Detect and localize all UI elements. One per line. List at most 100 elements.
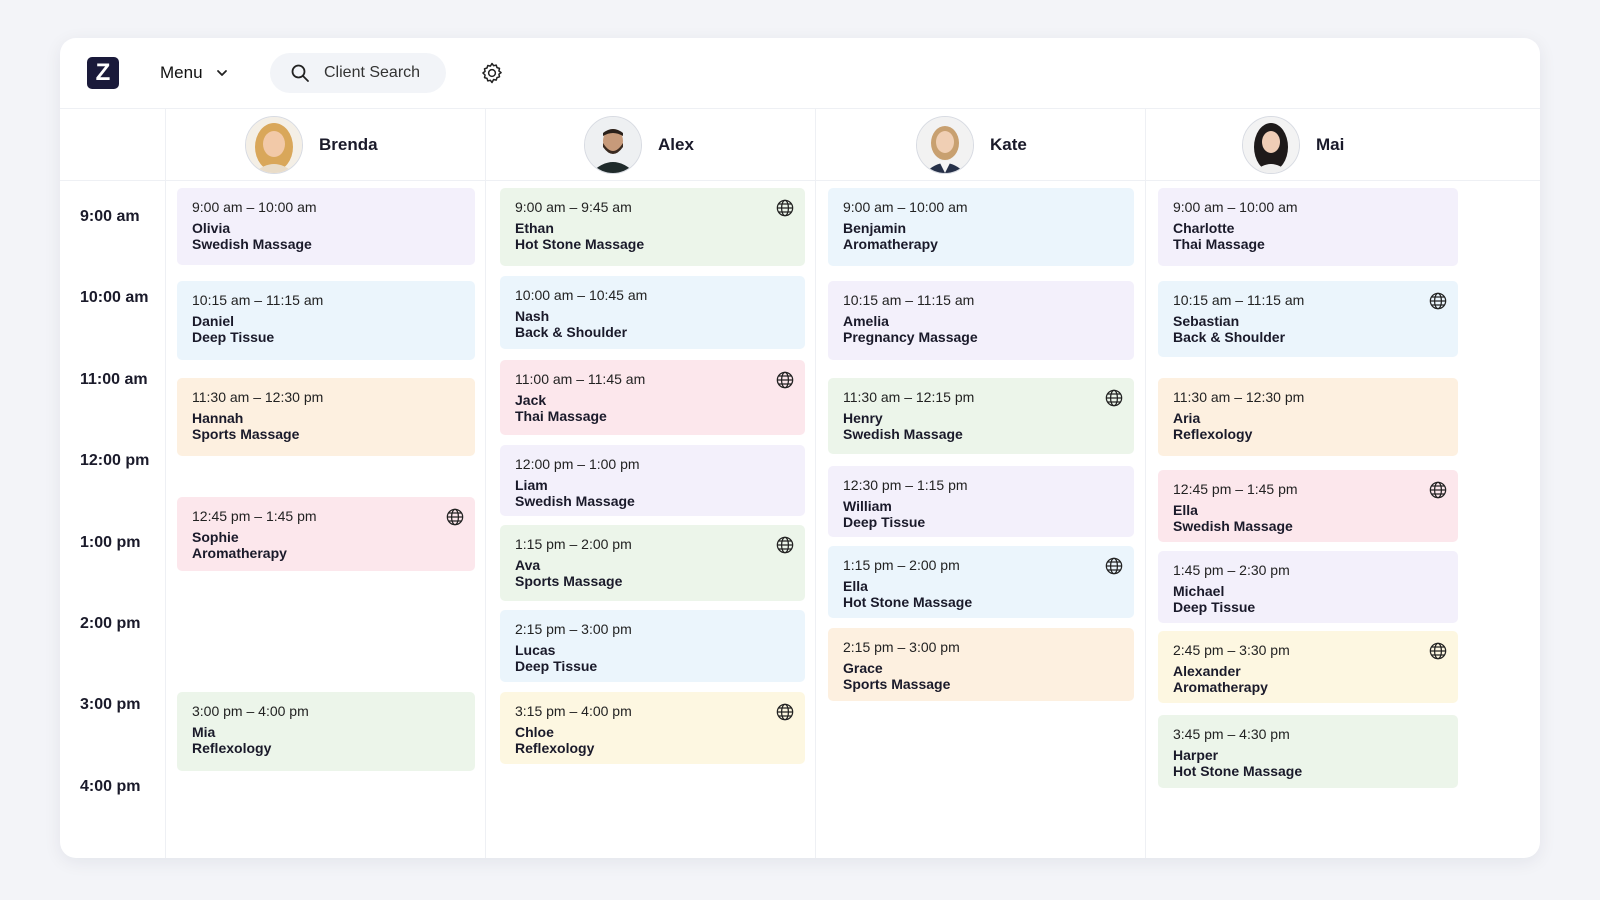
- appointment-card[interactable]: 9:00 am – 10:00 am Benjamin Aromatherapy: [828, 188, 1134, 266]
- service-name: Swedish Massage: [843, 426, 963, 442]
- service-name: Swedish Massage: [192, 236, 312, 252]
- appointment-card[interactable]: 11:30 am – 12:30 pm Hannah Sports Massag…: [177, 378, 475, 456]
- appointment-time: 2:45 pm – 3:30 pm: [1173, 642, 1290, 658]
- staff-name: Mai: [1316, 135, 1345, 154]
- app-logo[interactable]: Z: [87, 57, 119, 89]
- appointment-card[interactable]: 12:45 pm – 1:45 pm Ella Swedish Massage: [1158, 470, 1458, 542]
- appointment-time: 11:30 am – 12:30 pm: [192, 389, 324, 405]
- client-name: Alexander: [1173, 663, 1241, 679]
- appointment-card[interactable]: 11:00 am – 11:45 am Jack Thai Massage: [500, 360, 805, 435]
- appointment-time: 12:45 pm – 1:45 pm: [1173, 481, 1298, 497]
- time-label: 12:00 pm: [80, 452, 150, 469]
- appointment-time: 3:00 pm – 4:00 pm: [192, 703, 309, 719]
- appointment-card[interactable]: 3:15 pm – 4:00 pm Chloe Reflexology: [500, 692, 805, 764]
- globe-icon: [776, 199, 794, 217]
- avatar: [584, 116, 642, 174]
- appointment-time: 2:15 pm – 3:00 pm: [843, 639, 960, 655]
- chevron-down-icon: [216, 70, 227, 76]
- service-name: Aromatherapy: [843, 236, 938, 252]
- service-name: Back & Shoulder: [515, 324, 628, 340]
- staff-header-kate[interactable]: Kate: [916, 116, 1027, 174]
- client-name: Olivia: [192, 220, 231, 236]
- service-name: Hot Stone Massage: [1173, 763, 1303, 779]
- client-name: Benjamin: [843, 220, 907, 236]
- service-name: Pregnancy Massage: [843, 329, 978, 345]
- service-name: Hot Stone Massage: [843, 594, 973, 610]
- globe-icon: [1429, 481, 1447, 499]
- client-name: Amelia: [843, 313, 889, 329]
- client-name: Ella: [843, 578, 868, 594]
- appointment-time: 12:30 pm – 1:15 pm: [843, 477, 968, 493]
- service-name: Hot Stone Massage: [515, 236, 645, 252]
- appointment-card[interactable]: 10:15 am – 11:15 am Amelia Pregnancy Mas…: [828, 281, 1134, 360]
- service-name: Swedish Massage: [515, 493, 635, 509]
- column-divider: [485, 108, 486, 858]
- service-name: Sports Massage: [843, 676, 951, 692]
- client-name: Lucas: [515, 642, 556, 658]
- client-name: Aria: [1173, 410, 1201, 426]
- staff-name: Kate: [990, 135, 1027, 154]
- time-label: 3:00 pm: [80, 696, 141, 713]
- avatar: [245, 116, 303, 174]
- appointment-time: 12:45 pm – 1:45 pm: [192, 508, 317, 524]
- appointment-time: 9:00 am – 10:00 am: [1173, 199, 1298, 215]
- menu-label: Menu: [160, 63, 203, 82]
- staff-header-alex[interactable]: Alex: [584, 116, 694, 174]
- client-name: Mia: [192, 724, 216, 740]
- staff-name: Brenda: [319, 135, 378, 154]
- appointment-card[interactable]: 2:15 pm – 3:00 pm Grace Sports Massage: [828, 628, 1134, 701]
- client-name: Ethan: [515, 220, 554, 236]
- staff-header-brenda[interactable]: Brenda: [245, 116, 378, 174]
- client-name: Grace: [843, 660, 883, 676]
- appointment-card[interactable]: 2:15 pm – 3:00 pm Lucas Deep Tissue: [500, 610, 805, 682]
- appointment-time: 1:45 pm – 2:30 pm: [1173, 562, 1290, 578]
- appointment-card[interactable]: 2:45 pm – 3:30 pm Alexander Aromatherapy: [1158, 631, 1458, 703]
- service-name: Deep Tissue: [515, 658, 598, 674]
- client-search-button[interactable]: Client Search: [270, 53, 446, 93]
- appointment-card[interactable]: 10:00 am – 10:45 am Nash Back & Shoulder: [500, 276, 805, 349]
- appointment-time: 1:15 pm – 2:00 pm: [843, 557, 960, 573]
- service-name: Sports Massage: [515, 573, 623, 589]
- appointment-time: 11:30 am – 12:15 pm: [843, 389, 975, 405]
- schedule-grid: Brenda Alex: [60, 108, 1540, 858]
- appointment-card[interactable]: 12:45 pm – 1:45 pm Sophie Aromatherapy: [177, 497, 475, 571]
- client-search-label: Client Search: [324, 64, 421, 81]
- staff-name: Alex: [658, 135, 694, 154]
- time-label: 4:00 pm: [80, 778, 141, 795]
- service-name: Thai Massage: [515, 408, 607, 424]
- globe-icon: [1105, 389, 1123, 407]
- appointment-card[interactable]: 10:15 am – 11:15 am Daniel Deep Tissue: [177, 281, 475, 360]
- column-divider: [165, 108, 166, 858]
- appointment-card[interactable]: 10:15 am – 11:15 am Sebastian Back & Sho…: [1158, 281, 1458, 357]
- appointment-card[interactable]: 3:00 pm – 4:00 pm Mia Reflexology: [177, 692, 475, 771]
- appointment-card[interactable]: 12:30 pm – 1:15 pm William Deep Tissue: [828, 466, 1134, 537]
- client-name: Ella: [1173, 502, 1198, 518]
- gear-icon[interactable]: [480, 61, 504, 85]
- globe-icon: [776, 371, 794, 389]
- menu-button[interactable]: Menu: [160, 58, 229, 88]
- appointment-card[interactable]: 3:45 pm – 4:30 pm Harper Hot Stone Massa…: [1158, 715, 1458, 788]
- appointment-card[interactable]: 1:15 pm – 2:00 pm Ella Hot Stone Massage: [828, 546, 1134, 618]
- service-name: Swedish Massage: [1173, 518, 1293, 534]
- appointment-card[interactable]: 1:15 pm – 2:00 pm Ava Sports Massage: [500, 525, 805, 601]
- appointment-card[interactable]: 11:30 am – 12:30 pm Aria Reflexology: [1158, 378, 1458, 456]
- client-name: Nash: [515, 308, 550, 324]
- appointment-time: 1:15 pm – 2:00 pm: [515, 536, 632, 552]
- header-divider: [60, 180, 1540, 181]
- appointment-time: 10:15 am – 11:15 am: [192, 292, 324, 308]
- globe-icon: [1429, 642, 1447, 660]
- appointment-time: 10:15 am – 11:15 am: [1173, 292, 1305, 308]
- time-label: 1:00 pm: [80, 534, 141, 551]
- appointment-card[interactable]: 1:45 pm – 2:30 pm Michael Deep Tissue: [1158, 551, 1458, 623]
- appointment-time: 10:00 am – 10:45 am: [515, 287, 648, 303]
- staff-header-mai[interactable]: Mai: [1242, 116, 1344, 174]
- column-divider: [1145, 108, 1146, 858]
- appointment-card[interactable]: 9:00 am – 10:00 am Charlotte Thai Massag…: [1158, 188, 1458, 266]
- appointment-card[interactable]: 12:00 pm – 1:00 pm Liam Swedish Massage: [500, 445, 805, 516]
- appointment-card[interactable]: 11:30 am – 12:15 pm Henry Swedish Massag…: [828, 378, 1134, 454]
- appointment-card[interactable]: 9:00 am – 9:45 am Ethan Hot Stone Massag…: [500, 188, 805, 266]
- client-name: Hannah: [192, 410, 244, 426]
- service-name: Reflexology: [192, 740, 272, 756]
- appointment-time: 3:45 pm – 4:30 pm: [1173, 726, 1290, 742]
- appointment-card[interactable]: 9:00 am – 10:00 am Olivia Swedish Massag…: [177, 188, 475, 265]
